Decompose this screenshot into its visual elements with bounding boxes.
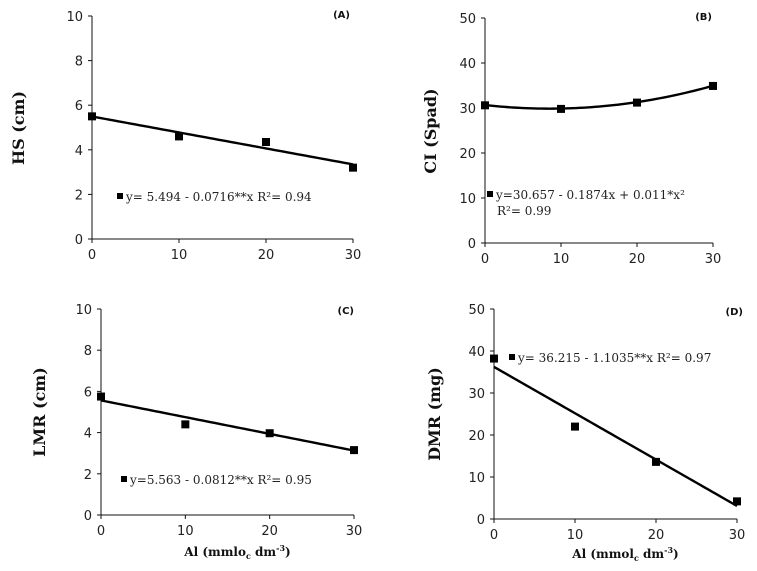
y-tick-label: 2 — [75, 188, 83, 203]
y-tick-label: 50 — [459, 12, 476, 27]
y-tick-label: 0 — [84, 509, 92, 524]
y-tick-label: 6 — [75, 99, 83, 114]
regression-equation: y=30.657 - 0.1874x + 0.011*x² — [495, 188, 685, 202]
x-axis-title-main: Al (mmol — [571, 547, 634, 561]
y-tick-label: 2 — [84, 468, 92, 483]
y-tick-label: 40 — [459, 57, 476, 72]
y-tick-label: 50 — [468, 303, 485, 318]
legend-marker — [117, 193, 123, 199]
y-tick-label: 8 — [84, 344, 92, 359]
data-point — [175, 132, 183, 141]
data-point — [490, 354, 498, 363]
x-tick-label: 30 — [705, 252, 722, 267]
x-tick-label: 10 — [171, 248, 188, 263]
x-axis-title-superscript: -3 — [276, 543, 285, 553]
data-point — [733, 497, 741, 506]
regression-equation: y=5.563 - 0.0812**x R²= 0.95 — [129, 473, 312, 487]
panel-c: 0 2 4 6 8 10 0 10 20 30 (C) LMR (cm) y=5.563 - 0.081… — [30, 303, 362, 561]
x-axis-title-superscript: -3 — [664, 545, 673, 555]
panel-label: (B) — [695, 12, 712, 23]
panel-label: (A) — [333, 10, 350, 21]
y-tick-label: 20 — [459, 147, 476, 162]
data-point — [709, 81, 717, 90]
x-axis-title: Al (mmloc dm-3) — [183, 543, 290, 561]
trendline — [484, 84, 714, 110]
y-tick-label: 4 — [84, 427, 92, 442]
data-point — [97, 392, 105, 401]
y-tick-label: 30 — [459, 102, 476, 117]
trendline — [493, 365, 738, 507]
x-tick-label: 0 — [490, 528, 498, 543]
legend-marker — [121, 476, 127, 482]
y-tick-label: 6 — [84, 385, 92, 400]
x-tick-label: 0 — [88, 248, 96, 263]
y-tick-label: 0 — [477, 513, 485, 528]
data-point — [265, 429, 274, 438]
y-tick-label: 0 — [75, 233, 83, 248]
x-axis-title-subscript: c — [246, 551, 251, 561]
y-tick-label: 4 — [75, 144, 83, 159]
panel-label: (C) — [338, 306, 354, 317]
y-tick-label: 8 — [75, 55, 83, 70]
x-tick-label: 30 — [345, 248, 362, 263]
data-point — [652, 457, 660, 466]
x-axis-title-end: ) — [285, 545, 291, 559]
r-squared: R²= 0.99 — [497, 204, 551, 218]
data-point — [88, 112, 96, 121]
regression-equation: y= 5.494 - 0.0716**x R²= 0.94 — [125, 190, 312, 204]
y-tick-label: 40 — [468, 345, 485, 360]
x-tick-label: 20 — [629, 252, 646, 267]
data-point — [633, 98, 641, 107]
y-tick-label: 20 — [468, 429, 485, 444]
legend-marker — [487, 191, 493, 197]
y-tick-label: 10 — [468, 471, 485, 486]
trendline — [91, 115, 354, 166]
x-tick-label: 10 — [567, 528, 584, 543]
data-point — [262, 137, 270, 146]
y-tick-label: 0 — [468, 237, 476, 252]
x-tick-label: 20 — [261, 524, 278, 539]
y-axis-title: LMR (cm) — [30, 367, 49, 457]
x-axis-title-subscript: c — [634, 553, 639, 563]
x-tick-label: 0 — [481, 252, 489, 267]
trendline — [100, 399, 355, 452]
data-point — [349, 163, 357, 172]
panel-a: 0 2 4 6 8 10 0 10 20 30 (A) HS (cm) y= 5.494 - 0.071… — [9, 10, 361, 263]
data-point — [571, 422, 579, 431]
y-tick-label: 30 — [468, 387, 485, 402]
y-axis-title: HS (cm) — [9, 91, 28, 165]
x-tick-label: 0 — [97, 524, 105, 539]
x-tick-label: 20 — [258, 248, 275, 263]
x-tick-label: 10 — [177, 524, 194, 539]
panel-b: 0 10 20 30 40 50 0 10 20 30 (B) CI (Spad) y=30.657 -… — [421, 12, 721, 267]
x-axis-title-end: ) — [673, 547, 679, 561]
x-tick-label: 30 — [729, 528, 746, 543]
x-axis-title-unit: dm — [251, 545, 277, 559]
y-tick-label: 10 — [75, 303, 92, 318]
x-tick-label: 20 — [648, 528, 665, 543]
y-tick-label: 10 — [66, 10, 83, 25]
y-tick-label: 10 — [459, 192, 476, 207]
data-point — [557, 104, 565, 113]
y-axis-title: CI (Spad) — [421, 88, 440, 173]
data-point — [181, 420, 190, 429]
regression-equation: y= 36.215 - 1.1035**x R²= 0.97 — [517, 351, 711, 365]
legend-marker — [509, 354, 515, 360]
x-axis-title-main: Al (mmlo — [183, 545, 246, 559]
panel-label: (D) — [726, 307, 743, 318]
x-tick-label: 30 — [346, 524, 363, 539]
x-axis-title-unit: dm — [639, 547, 665, 561]
y-axis-title: DMR (mg) — [425, 367, 444, 461]
data-point — [481, 101, 489, 110]
x-axis-title: Al (mmolc dm-3) — [571, 545, 678, 563]
data-point — [350, 446, 358, 455]
panel-d: 0 10 20 30 40 50 0 10 20 30 (D) DMR (mg) y= 36.215 -… — [425, 303, 745, 563]
x-tick-label: 10 — [553, 252, 570, 267]
